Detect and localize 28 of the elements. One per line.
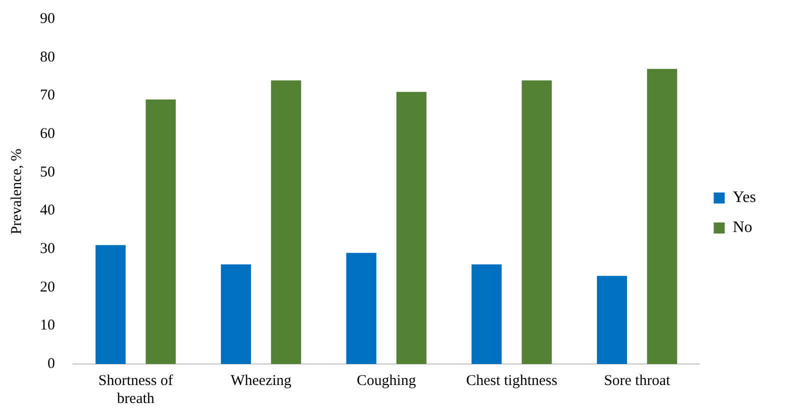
y-tick-label: 90 — [40, 10, 55, 27]
legend-label: No — [732, 219, 752, 236]
y-tick-label: 20 — [40, 279, 55, 296]
x-tick-label: Chest tightness — [466, 372, 558, 389]
x-tick-label: Wheezing — [230, 372, 292, 389]
y-axis-title: Prevalence, % — [8, 148, 25, 234]
x-tick-label: Sore throat — [604, 372, 671, 389]
bar — [396, 92, 426, 364]
y-tick-label: 80 — [40, 49, 55, 66]
bar — [96, 245, 126, 364]
y-tick-label: 40 — [40, 202, 55, 219]
y-tick-label: 0 — [48, 356, 55, 372]
bar — [647, 68, 678, 364]
y-tick-label: 60 — [40, 126, 55, 142]
x-tick-label: Shortness of breath — [98, 372, 173, 407]
legend-label: Yes — [732, 189, 756, 206]
bar — [596, 276, 628, 364]
x-tick-label: Coughing — [356, 372, 416, 389]
bar — [146, 100, 176, 364]
bar — [346, 252, 376, 364]
bar — [220, 264, 251, 364]
y-tick-label: 10 — [40, 318, 55, 334]
y-tick-label: 30 — [40, 240, 55, 257]
y-tick-label: 50 — [40, 164, 55, 180]
bar — [271, 80, 302, 364]
y-tick-label: 70 — [40, 88, 55, 104]
bar — [522, 80, 552, 364]
bar — [472, 264, 502, 364]
